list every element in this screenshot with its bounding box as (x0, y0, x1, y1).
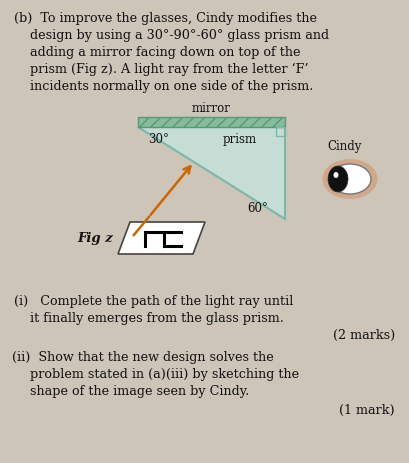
Text: 60°: 60° (247, 201, 268, 214)
Text: (1 mark): (1 mark) (339, 403, 395, 416)
Text: shape of the image seen by Cindy.: shape of the image seen by Cindy. (30, 384, 249, 397)
Text: mirror: mirror (192, 102, 231, 115)
Ellipse shape (328, 167, 348, 193)
Bar (138, 118, 285, 128)
Ellipse shape (323, 160, 378, 200)
Ellipse shape (333, 173, 339, 179)
Text: design by using a 30°-90°-60° glass prism and: design by using a 30°-90°-60° glass pris… (30, 29, 329, 42)
Text: Cindy: Cindy (328, 140, 362, 153)
Text: (2 marks): (2 marks) (333, 328, 395, 341)
Polygon shape (118, 223, 205, 255)
Text: prism (Fig z). A light ray from the letter ‘F’: prism (Fig z). A light ray from the lett… (30, 63, 308, 76)
Polygon shape (138, 128, 285, 219)
Text: (b)  To improve the glasses, Cindy modifies the: (b) To improve the glasses, Cindy modifi… (14, 12, 317, 25)
Text: it finally emerges from the glass prism.: it finally emerges from the glass prism. (30, 311, 284, 324)
Ellipse shape (329, 165, 371, 194)
Text: prism: prism (223, 133, 257, 146)
Bar (276, 128, 285, 137)
Text: Fig z: Fig z (77, 232, 113, 245)
Text: adding a mirror facing down on top of the: adding a mirror facing down on top of th… (30, 46, 301, 59)
Text: (i)   Complete the path of the light ray until: (i) Complete the path of the light ray u… (14, 294, 293, 307)
Text: problem stated in (a)(iii) by sketching the: problem stated in (a)(iii) by sketching … (30, 367, 299, 380)
Text: incidents normally on one side of the prism.: incidents normally on one side of the pr… (30, 80, 313, 93)
Bar (138, 118, 285, 128)
Text: 30°: 30° (148, 133, 169, 146)
Text: (ii)  Show that the new design solves the: (ii) Show that the new design solves the (12, 350, 274, 363)
